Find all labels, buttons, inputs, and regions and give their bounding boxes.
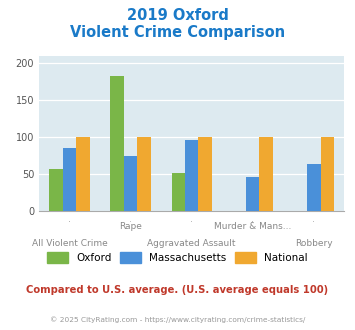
Text: © 2025 CityRating.com - https://www.cityrating.com/crime-statistics/: © 2025 CityRating.com - https://www.city… bbox=[50, 317, 305, 323]
Text: Aggravated Assault: Aggravated Assault bbox=[147, 239, 236, 248]
Text: All Violent Crime: All Violent Crime bbox=[32, 239, 108, 248]
Bar bbox=[198, 137, 212, 211]
Bar bbox=[321, 137, 334, 211]
Legend: Oxford, Massachusetts, National: Oxford, Massachusetts, National bbox=[43, 248, 312, 267]
Bar bbox=[171, 173, 185, 211]
Bar bbox=[137, 137, 151, 211]
Text: Violent Crime Comparison: Violent Crime Comparison bbox=[70, 25, 285, 40]
Text: Rape: Rape bbox=[119, 222, 142, 231]
Bar bbox=[76, 137, 90, 211]
Bar bbox=[124, 156, 137, 211]
Text: Compared to U.S. average. (U.S. average equals 100): Compared to U.S. average. (U.S. average … bbox=[26, 285, 329, 295]
Text: 2019 Oxford: 2019 Oxford bbox=[127, 8, 228, 23]
Bar bbox=[49, 169, 63, 211]
Bar bbox=[185, 140, 198, 211]
Bar bbox=[307, 164, 321, 211]
Bar bbox=[246, 177, 260, 211]
Bar bbox=[63, 148, 76, 211]
Bar bbox=[260, 137, 273, 211]
Text: Robbery: Robbery bbox=[295, 239, 333, 248]
Bar bbox=[110, 76, 124, 211]
Text: Murder & Mans...: Murder & Mans... bbox=[214, 222, 291, 231]
